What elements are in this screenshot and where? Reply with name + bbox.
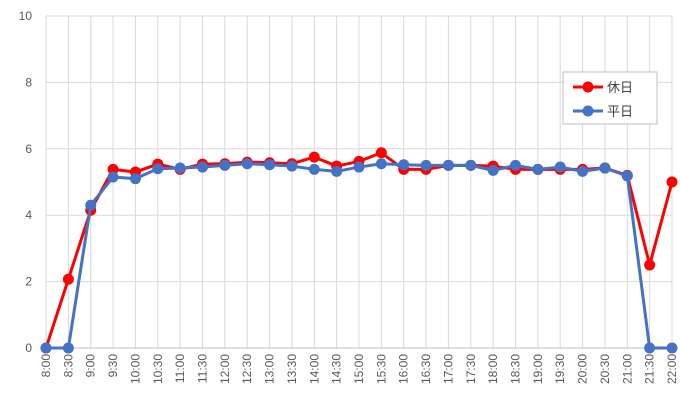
- data-point: [420, 159, 432, 171]
- x-tick-label: 21:30: [643, 354, 657, 384]
- data-point: [308, 163, 320, 175]
- x-tick-label: 20:30: [598, 354, 612, 384]
- data-point: [577, 165, 589, 177]
- data-point: [353, 161, 365, 173]
- data-point: [532, 163, 544, 175]
- y-tick-label: 0: [25, 341, 32, 355]
- x-tick-label: 15:30: [374, 354, 388, 384]
- x-tick-label: 13:00: [263, 354, 277, 384]
- x-tick-label: 11:00: [173, 354, 187, 383]
- y-tick-label: 2: [25, 275, 32, 289]
- data-point: [107, 171, 119, 183]
- data-point: [264, 159, 276, 171]
- data-point: [375, 147, 387, 159]
- data-point: [666, 342, 678, 354]
- gridlines: [45, 15, 673, 349]
- x-tick-label: 8:00: [39, 354, 53, 378]
- y-tick-label: 8: [25, 75, 32, 89]
- x-tick-label: 11:30: [196, 354, 210, 383]
- x-tick-label: 21:00: [620, 354, 634, 384]
- legend-label: 平日: [607, 105, 633, 120]
- data-point: [286, 160, 298, 172]
- data-point: [152, 163, 164, 175]
- data-point: [174, 162, 186, 174]
- data-point: [398, 159, 410, 171]
- x-tick-label: 16:00: [397, 354, 411, 384]
- data-point: [644, 342, 656, 354]
- x-tick-label: 10:00: [128, 354, 142, 384]
- x-tick-label: 12:30: [240, 354, 254, 384]
- legend-box: [562, 71, 658, 125]
- x-tick-label: 10:30: [151, 354, 165, 384]
- x-tick-label: 9:00: [84, 354, 98, 378]
- y-tick-label: 4: [25, 208, 32, 222]
- data-point: [197, 161, 208, 173]
- data-point: [666, 176, 678, 188]
- y-tick-label: 10: [19, 9, 33, 23]
- axes: 0 2 4 6 8 10 8:00 8:30 9:00 9:30 10:00 10:30 11:00 11…: [19, 9, 679, 384]
- x-tick-label: 12:00: [218, 354, 232, 384]
- x-tick-label: 8:30: [61, 354, 75, 378]
- x-tick-label: 9:30: [106, 354, 120, 378]
- data-point: [62, 342, 74, 354]
- x-tick-label: 19:00: [531, 354, 545, 384]
- data-point: [331, 165, 343, 177]
- data-point: [599, 162, 611, 174]
- data-point: [40, 342, 52, 354]
- legend-label: 休日: [607, 81, 633, 96]
- data-point: [85, 199, 97, 211]
- legend-swatch-marker: [582, 105, 594, 117]
- data-point: [621, 170, 633, 182]
- data-point: [465, 159, 477, 171]
- data-point: [62, 273, 74, 285]
- data-point: [554, 161, 566, 173]
- x-tick-label: 17:30: [464, 354, 478, 384]
- x-tick-label: 14:00: [307, 354, 321, 384]
- y-tick-label: 6: [25, 142, 32, 156]
- x-tick-label: 17:00: [441, 354, 455, 384]
- data-point: [219, 159, 231, 171]
- series-平日: [40, 158, 678, 354]
- data-point: [487, 164, 499, 176]
- data-point: [308, 151, 320, 163]
- x-tick-label: 19:30: [553, 354, 567, 384]
- x-tick-label: 18:00: [486, 354, 500, 384]
- data-point: [375, 158, 387, 170]
- series-layer: [40, 147, 678, 354]
- data-point: [241, 158, 253, 170]
- x-tick-label: 13:30: [285, 354, 299, 384]
- legend-item: 休日: [573, 81, 633, 96]
- data-point: [442, 159, 454, 171]
- legend-swatch-marker: [582, 81, 594, 93]
- x-tick-label: 22:00: [665, 354, 679, 384]
- data-point: [129, 173, 141, 185]
- x-tick-label: 15:00: [352, 354, 366, 384]
- data-point: [644, 259, 656, 271]
- x-tick-label: 20:00: [576, 354, 590, 384]
- data-point: [510, 159, 521, 171]
- data-point: [107, 163, 119, 175]
- x-tick-label: 16:30: [419, 354, 433, 384]
- legend-item: 平日: [573, 105, 633, 120]
- x-tick-label: 14:30: [330, 354, 344, 384]
- x-tick-label: 18:30: [509, 354, 523, 384]
